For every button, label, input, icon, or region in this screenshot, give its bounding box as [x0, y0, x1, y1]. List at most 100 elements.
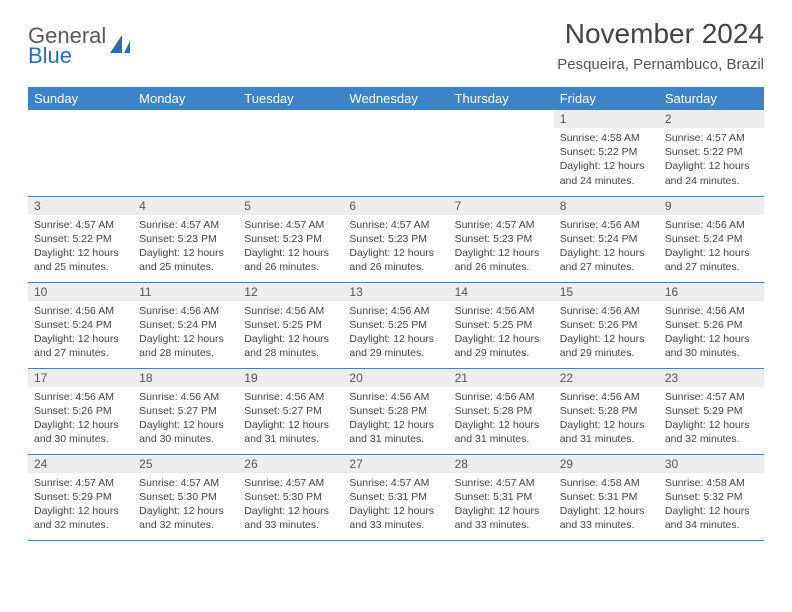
day-content: Sunrise: 4:58 AMSunset: 5:31 PMDaylight:…	[554, 473, 659, 537]
day-number: 27	[343, 455, 448, 473]
day-number: 10	[28, 283, 133, 301]
day-content: Sunrise: 4:57 AMSunset: 5:29 PMDaylight:…	[659, 387, 764, 451]
daylight-line: Daylight: 12 hours and 31 minutes.	[455, 418, 548, 446]
day-content: Sunrise: 4:56 AMSunset: 5:24 PMDaylight:…	[28, 301, 133, 365]
title-block: November 2024 Pesqueira, Pernambuco, Bra…	[557, 18, 764, 73]
weekday-header: Friday	[554, 87, 659, 110]
sunrise-line: Sunrise: 4:56 AM	[244, 390, 337, 404]
day-content: Sunrise: 4:56 AMSunset: 5:24 PMDaylight:…	[554, 215, 659, 279]
daylight-line: Daylight: 12 hours and 27 minutes.	[665, 246, 758, 274]
sunrise-line: Sunrise: 4:56 AM	[349, 304, 442, 318]
calendar-cell: 28Sunrise: 4:57 AMSunset: 5:31 PMDayligh…	[449, 454, 554, 540]
day-number: 17	[28, 369, 133, 387]
sunrise-line: Sunrise: 4:56 AM	[665, 304, 758, 318]
calendar-cell: 14Sunrise: 4:56 AMSunset: 5:25 PMDayligh…	[449, 282, 554, 368]
sunrise-line: Sunrise: 4:57 AM	[139, 218, 232, 232]
sunrise-line: Sunrise: 4:56 AM	[139, 390, 232, 404]
sunset-line: Sunset: 5:32 PM	[665, 490, 758, 504]
day-content: Sunrise: 4:56 AMSunset: 5:24 PMDaylight:…	[659, 215, 764, 279]
day-number: 30	[659, 455, 764, 473]
logo: General Blue	[28, 26, 134, 66]
daylight-line: Daylight: 12 hours and 31 minutes.	[244, 418, 337, 446]
day-content: Sunrise: 4:57 AMSunset: 5:23 PMDaylight:…	[238, 215, 343, 279]
day-number: 12	[238, 283, 343, 301]
weekday-header-row: SundayMondayTuesdayWednesdayThursdayFrid…	[28, 87, 764, 110]
daylight-line: Daylight: 12 hours and 30 minutes.	[139, 418, 232, 446]
sunrise-line: Sunrise: 4:57 AM	[34, 476, 127, 490]
calendar-cell: 19Sunrise: 4:56 AMSunset: 5:27 PMDayligh…	[238, 368, 343, 454]
day-number: 21	[449, 369, 554, 387]
day-number: 23	[659, 369, 764, 387]
day-number: 13	[343, 283, 448, 301]
calendar-cell: 25Sunrise: 4:57 AMSunset: 5:30 PMDayligh…	[133, 454, 238, 540]
weekday-header: Wednesday	[343, 87, 448, 110]
day-content: Sunrise: 4:56 AMSunset: 5:28 PMDaylight:…	[554, 387, 659, 451]
calendar-cell: 16 Sunrise: 4:56 AMSunset: 5:26 PMDayligh…	[659, 282, 764, 368]
day-number: 5	[238, 197, 343, 215]
sunset-line: Sunset: 5:23 PM	[349, 232, 442, 246]
sunrise-line: Sunrise: 4:56 AM	[34, 304, 127, 318]
sunset-line: Sunset: 5:25 PM	[455, 318, 548, 332]
logo-word2: Blue	[28, 43, 72, 68]
day-content: Sunrise: 4:57 AMSunset: 5:31 PMDaylight:…	[343, 473, 448, 537]
day-number: 25	[133, 455, 238, 473]
day-content: Sunrise: 4:56 AMSunset: 5:27 PMDaylight:…	[238, 387, 343, 451]
daylight-line: Daylight: 12 hours and 33 minutes.	[349, 504, 442, 532]
day-content: Sunrise: 4:57 AMSunset: 5:23 PMDaylight:…	[343, 215, 448, 279]
header: General Blue November 2024 Pesqueira, Pe…	[28, 18, 764, 73]
weekday-header: Tuesday	[238, 87, 343, 110]
calendar-cell: 3Sunrise: 4:57 AMSunset: 5:22 PMDaylight…	[28, 196, 133, 282]
day-content: Sunrise: 4:56 AMSunset: 5:25 PMDaylight:…	[343, 301, 448, 365]
sunset-line: Sunset: 5:26 PM	[560, 318, 653, 332]
sunset-line: Sunset: 5:24 PM	[560, 232, 653, 246]
day-content: Sunrise: 4:57 AMSunset: 5:23 PMDaylight:…	[449, 215, 554, 279]
sunset-line: Sunset: 5:26 PM	[665, 318, 758, 332]
daylight-line: Daylight: 12 hours and 26 minutes.	[455, 246, 548, 274]
calendar-cell	[133, 110, 238, 196]
sunset-line: Sunset: 5:25 PM	[244, 318, 337, 332]
sunrise-line: Sunrise: 4:56 AM	[455, 304, 548, 318]
day-content: Sunrise: 4:56 AMSunset: 5:25 PMDaylight:…	[449, 301, 554, 365]
daylight-line: Daylight: 12 hours and 30 minutes.	[34, 418, 127, 446]
sunset-line: Sunset: 5:24 PM	[665, 232, 758, 246]
calendar-cell: 15Sunrise: 4:56 AMSunset: 5:26 PMDayligh…	[554, 282, 659, 368]
day-number: 18	[133, 369, 238, 387]
day-number: 8	[554, 197, 659, 215]
calendar-cell: 20Sunrise: 4:56 AMSunset: 5:28 PMDayligh…	[343, 368, 448, 454]
daylight-line: Daylight: 12 hours and 25 minutes.	[34, 246, 127, 274]
day-content: Sunrise: 4:57 AMSunset: 5:30 PMDaylight:…	[133, 473, 238, 537]
day-number: 2	[659, 110, 764, 128]
sunset-line: Sunset: 5:22 PM	[665, 145, 758, 159]
daylight-line: Daylight: 12 hours and 29 minutes.	[349, 332, 442, 360]
day-content: Sunrise: 4:56 AMSunset: 5:28 PMDaylight:…	[449, 387, 554, 451]
sunset-line: Sunset: 5:28 PM	[455, 404, 548, 418]
day-content: Sunrise: 4:57 AMSunset: 5:22 PMDaylight:…	[28, 215, 133, 279]
daylight-line: Daylight: 12 hours and 30 minutes.	[665, 332, 758, 360]
calendar-cell: 2Sunrise: 4:57 AMSunset: 5:22 PMDaylight…	[659, 110, 764, 196]
calendar-cell: 6Sunrise: 4:57 AMSunset: 5:23 PMDaylight…	[343, 196, 448, 282]
calendar-cell: 24Sunrise: 4:57 AMSunset: 5:29 PMDayligh…	[28, 454, 133, 540]
day-number: 20	[343, 369, 448, 387]
day-content: Sunrise: 4:58 AMSunset: 5:22 PMDaylight:…	[554, 128, 659, 192]
day-content: Sunrise: 4:56 AMSunset: 5:24 PMDaylight:…	[133, 301, 238, 365]
sunset-line: Sunset: 5:27 PM	[244, 404, 337, 418]
day-content: Sunrise: 4:56 AMSunset: 5:26 PMDaylight:…	[554, 301, 659, 365]
daylight-line: Daylight: 12 hours and 33 minutes.	[455, 504, 548, 532]
calendar-cell: 22Sunrise: 4:56 AMSunset: 5:28 PMDayligh…	[554, 368, 659, 454]
month-title: November 2024	[557, 18, 764, 50]
sunset-line: Sunset: 5:31 PM	[349, 490, 442, 504]
sunset-line: Sunset: 5:28 PM	[349, 404, 442, 418]
sunrise-line: Sunrise: 4:56 AM	[560, 218, 653, 232]
daylight-line: Daylight: 12 hours and 32 minutes.	[139, 504, 232, 532]
sunrise-line: Sunrise: 4:56 AM	[665, 218, 758, 232]
day-content: Sunrise: 4:57 AMSunset: 5:31 PMDaylight:…	[449, 473, 554, 537]
day-number: 16	[659, 283, 764, 301]
calendar-cell	[449, 110, 554, 196]
sunrise-line: Sunrise: 4:58 AM	[560, 476, 653, 490]
day-content: Sunrise: 4:57 AMSunset: 5:23 PMDaylight:…	[133, 215, 238, 279]
daylight-line: Daylight: 12 hours and 33 minutes.	[244, 504, 337, 532]
day-number: 28	[449, 455, 554, 473]
sunrise-line: Sunrise: 4:57 AM	[244, 476, 337, 490]
day-number: 3	[28, 197, 133, 215]
weekday-header: Sunday	[28, 87, 133, 110]
